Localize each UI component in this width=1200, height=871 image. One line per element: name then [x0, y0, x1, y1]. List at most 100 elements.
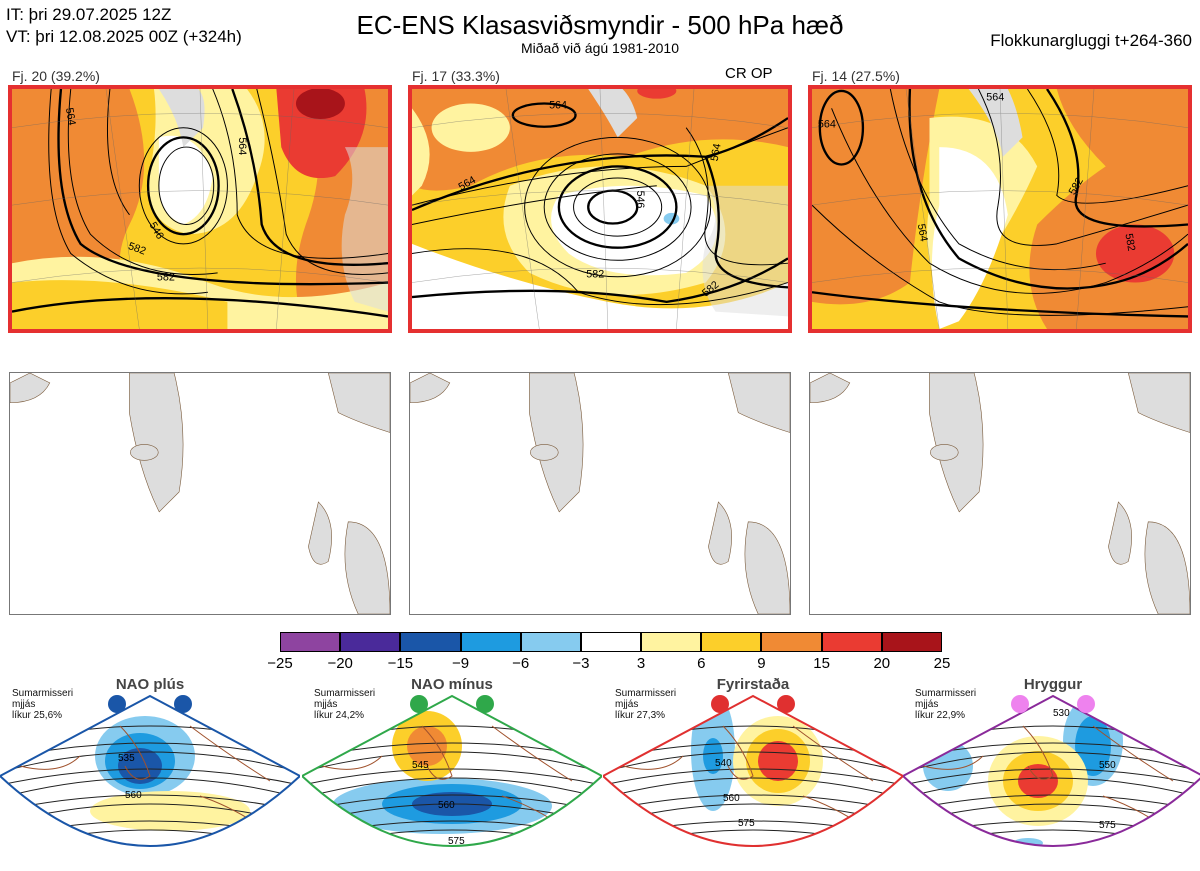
regime-note: Sumarmisseri mjjás líkur 27,3%: [615, 688, 676, 721]
height-contour: [903, 768, 1200, 786]
regime-note-line: mjjás: [12, 699, 36, 710]
regime-map[interactable]: 540 560 575: [603, 686, 903, 871]
regime-border: [903, 694, 1200, 847]
cluster-1-contour-label: 564: [236, 137, 248, 155]
anomaly-blob: [407, 726, 447, 766]
colorbar-tick-label: 25: [933, 655, 951, 672]
colorbar-tick-label: −25: [267, 655, 293, 672]
colorbar-swatch: [821, 632, 882, 652]
height-contour: [603, 751, 903, 773]
cluster-1-anomaly-field: 564 546 564 582 582: [12, 89, 388, 329]
regime-note-line: Sumarmisseri: [314, 688, 376, 699]
coastline: [19, 725, 271, 827]
cluster-2-contour-label: 564: [709, 143, 724, 163]
empty-map-1[interactable]: [9, 372, 391, 615]
height-contour: [0, 768, 300, 786]
anomaly-blob: [758, 741, 798, 781]
regime-contour-label: 575: [738, 818, 755, 829]
regime-contour-label: 535: [118, 753, 135, 764]
regime-dot-icon: [1077, 695, 1095, 713]
regime-note-line: Sumarmisseri: [915, 688, 977, 699]
regime-note: Sumarmisseri mjjás líkur 22,9%: [915, 688, 976, 721]
regime-dot-icon: [476, 695, 494, 713]
cluster-2-contour-label: 546: [634, 191, 646, 209]
cluster-1-label: Fj. 20 (39.2%): [12, 68, 100, 84]
colorbar-tick-label: 3: [636, 655, 646, 672]
colorbar-swatch: [460, 632, 521, 652]
regime-border: [302, 694, 602, 847]
regime-map[interactable]: 535 560: [0, 686, 300, 871]
height-contour: [302, 777, 602, 799]
coastline: [622, 725, 874, 827]
regime-contour-label: 550: [1099, 760, 1116, 771]
regime-dot-icon: [1011, 695, 1029, 713]
header-info: IT: þri 29.07.2025 12Z VT: þri 12.08.202…: [6, 4, 242, 48]
height-contour: [903, 794, 1200, 812]
regime-note-line: líkur 27,3%: [615, 710, 666, 721]
height-contour: [302, 794, 602, 812]
colorbar-tick-label: 20: [873, 655, 891, 672]
height-contour: [302, 768, 602, 786]
cluster-2-map[interactable]: 564 564 546 564 582 582: [408, 85, 792, 333]
cluster-2-contour-label: 564: [549, 99, 567, 111]
regime-dot-icon: [174, 695, 192, 713]
cluster-2-extra-label: CR OP: [725, 65, 773, 82]
anomaly-blob: [1075, 716, 1111, 776]
coastline: [922, 725, 1174, 827]
colorbar-tick-label: −20: [327, 655, 353, 672]
base-map-land: [810, 373, 1190, 614]
regime-note-line: Sumarmisseri: [12, 688, 74, 699]
regime-border: [0, 694, 300, 847]
colorbar-swatch: [280, 632, 341, 652]
page-title: EC-ENS Klasasviðsmyndir - 500 hPa hæð: [356, 10, 844, 40]
colorbar-swatch: [761, 632, 822, 652]
colorbar-swatch: [580, 632, 642, 652]
regime-dot-icon: [711, 695, 729, 713]
colorbar-tick-label: −6: [512, 655, 530, 672]
cluster-1-contour-label: 582: [157, 272, 175, 284]
it-line: IT: þri 29.07.2025 12Z: [6, 5, 172, 24]
regime-note-line: mjjás: [915, 699, 939, 710]
cluster-2-label: Fj. 17 (33.3%): [412, 68, 500, 84]
cluster-2-anomaly-field: 564 564 546 564 582 582: [412, 89, 788, 329]
cluster-3-map[interactable]: 564 564 564 582 582: [808, 85, 1192, 333]
height-contour: [302, 751, 602, 773]
height-contour: [903, 751, 1200, 773]
anomaly-blob: [1018, 764, 1058, 798]
colorbar-tick-label: −15: [387, 655, 414, 672]
height-contour: [603, 777, 903, 799]
base-map-land: [410, 373, 790, 614]
regime-title: Hryggur: [1023, 676, 1083, 693]
regime-note: Sumarmisseri mjjás líkur 25,6%: [12, 688, 73, 721]
regime-contour-label: 540: [715, 758, 732, 769]
regime-contour-label: 560: [723, 793, 740, 804]
regime-contour-label: 560: [438, 800, 455, 811]
colorbar-tick-label: −9: [451, 655, 470, 672]
base-map-land: [10, 373, 390, 614]
anomaly-blob: [118, 748, 162, 784]
empty-map-2[interactable]: [409, 372, 791, 615]
empty-map-3[interactable]: [809, 372, 1191, 615]
regime-contour-label: 560: [125, 790, 142, 801]
regime-contour-label: 575: [1099, 820, 1116, 831]
regime-title: NAO plús: [115, 676, 185, 693]
cluster-1-contour-label: 582: [127, 240, 148, 257]
regime-map[interactable]: 530 550 575: [903, 686, 1200, 871]
window-label: Flokkunargluggi t+264-360: [990, 31, 1192, 50]
regime-note-line: Sumarmisseri: [615, 688, 677, 699]
colorbar-tick-label: 9: [757, 655, 766, 672]
regime-note-line: líkur 22,9%: [915, 710, 966, 721]
regime-note-line: líkur 24,2%: [314, 710, 365, 721]
colorbar: [280, 632, 942, 652]
cluster-2-contour-label: 582: [586, 269, 604, 281]
regime-border: [603, 694, 903, 847]
regime-contour-label: 545: [412, 760, 429, 771]
regime-title: NAO mínus: [411, 676, 493, 693]
cluster-1-map[interactable]: 564 546 564 582 582: [8, 85, 392, 333]
height-contour: [603, 794, 903, 812]
regime-note-line: líkur 25,6%: [12, 710, 63, 721]
colorbar-swatch: [520, 632, 581, 652]
cluster-1-contour-label: 564: [63, 107, 78, 127]
regime-map[interactable]: 545 560 575: [302, 686, 602, 871]
colorbar-swatch: [641, 632, 702, 652]
